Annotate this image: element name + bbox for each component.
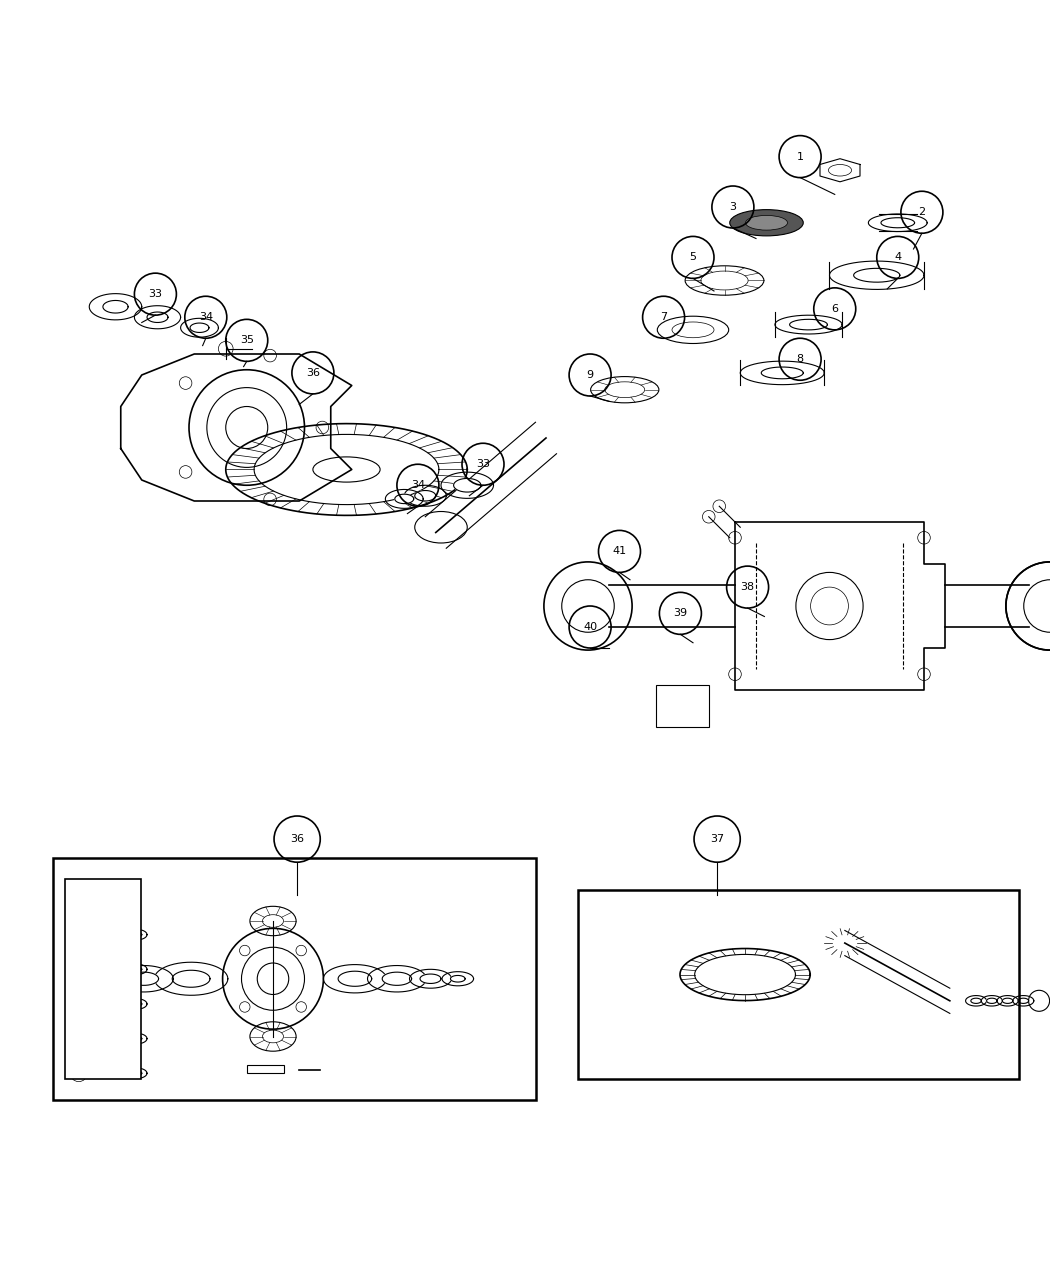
Text: 34: 34 xyxy=(198,312,213,323)
Text: 1: 1 xyxy=(797,152,803,162)
Polygon shape xyxy=(680,949,811,1001)
Polygon shape xyxy=(226,423,467,515)
Polygon shape xyxy=(126,998,147,1010)
Polygon shape xyxy=(131,1071,142,1076)
Polygon shape xyxy=(415,491,436,501)
Text: 8: 8 xyxy=(797,354,803,365)
Bar xyxy=(656,685,709,727)
Text: 38: 38 xyxy=(740,583,755,592)
Polygon shape xyxy=(395,495,414,504)
Text: 40: 40 xyxy=(583,622,597,632)
Polygon shape xyxy=(454,478,481,492)
Polygon shape xyxy=(172,970,210,987)
Polygon shape xyxy=(368,965,426,992)
Polygon shape xyxy=(94,974,116,983)
Polygon shape xyxy=(131,1001,142,1006)
Polygon shape xyxy=(323,965,386,993)
Text: 35: 35 xyxy=(239,335,254,346)
Polygon shape xyxy=(114,965,173,992)
Text: 41: 41 xyxy=(612,547,627,556)
Text: 9: 9 xyxy=(587,370,593,380)
Polygon shape xyxy=(761,367,803,379)
Text: 36: 36 xyxy=(306,368,320,377)
Polygon shape xyxy=(775,315,842,334)
Polygon shape xyxy=(385,490,423,509)
Polygon shape xyxy=(966,996,987,1006)
Ellipse shape xyxy=(746,215,788,230)
Polygon shape xyxy=(740,361,824,385)
Text: 36: 36 xyxy=(290,834,304,844)
Polygon shape xyxy=(382,972,412,986)
Polygon shape xyxy=(441,472,494,499)
Polygon shape xyxy=(131,966,142,972)
Polygon shape xyxy=(442,972,474,986)
Text: 33: 33 xyxy=(476,459,490,469)
Polygon shape xyxy=(735,521,945,690)
Text: 37: 37 xyxy=(710,834,724,844)
Polygon shape xyxy=(103,301,128,314)
Bar xyxy=(52,858,536,1099)
Polygon shape xyxy=(1013,996,1034,1006)
Ellipse shape xyxy=(730,209,803,236)
Polygon shape xyxy=(987,998,998,1003)
Polygon shape xyxy=(131,932,142,937)
Polygon shape xyxy=(126,929,147,940)
Bar xyxy=(247,1065,284,1074)
Polygon shape xyxy=(820,158,860,182)
Polygon shape xyxy=(82,968,128,989)
Polygon shape xyxy=(410,969,452,988)
Text: 4: 4 xyxy=(895,252,901,263)
Polygon shape xyxy=(129,972,159,986)
Polygon shape xyxy=(181,319,218,337)
Polygon shape xyxy=(190,323,209,333)
Text: 34: 34 xyxy=(411,481,425,491)
Polygon shape xyxy=(420,974,441,983)
Polygon shape xyxy=(121,354,352,501)
Polygon shape xyxy=(971,998,982,1003)
Polygon shape xyxy=(982,996,1003,1006)
Polygon shape xyxy=(147,312,168,323)
Text: 6: 6 xyxy=(832,303,838,314)
Text: 39: 39 xyxy=(673,608,688,618)
Polygon shape xyxy=(338,972,372,987)
Bar xyxy=(578,890,1018,1079)
Polygon shape xyxy=(998,996,1018,1006)
Polygon shape xyxy=(854,268,900,282)
Polygon shape xyxy=(131,1037,142,1042)
Polygon shape xyxy=(126,964,147,974)
Polygon shape xyxy=(134,306,181,329)
Polygon shape xyxy=(126,1068,147,1079)
Polygon shape xyxy=(154,963,228,996)
Text: 3: 3 xyxy=(730,201,736,212)
Text: 7: 7 xyxy=(660,312,667,323)
Polygon shape xyxy=(89,293,142,320)
Polygon shape xyxy=(868,214,927,232)
Polygon shape xyxy=(1018,998,1029,1003)
Text: 2: 2 xyxy=(919,208,925,217)
Polygon shape xyxy=(126,1033,147,1044)
Text: 5: 5 xyxy=(690,252,696,263)
Polygon shape xyxy=(790,319,827,330)
Polygon shape xyxy=(404,486,446,506)
Bar xyxy=(65,878,141,1079)
Text: 33: 33 xyxy=(148,289,163,300)
Polygon shape xyxy=(450,975,465,982)
Polygon shape xyxy=(1003,998,1013,1003)
Polygon shape xyxy=(830,261,924,289)
Polygon shape xyxy=(881,218,915,228)
